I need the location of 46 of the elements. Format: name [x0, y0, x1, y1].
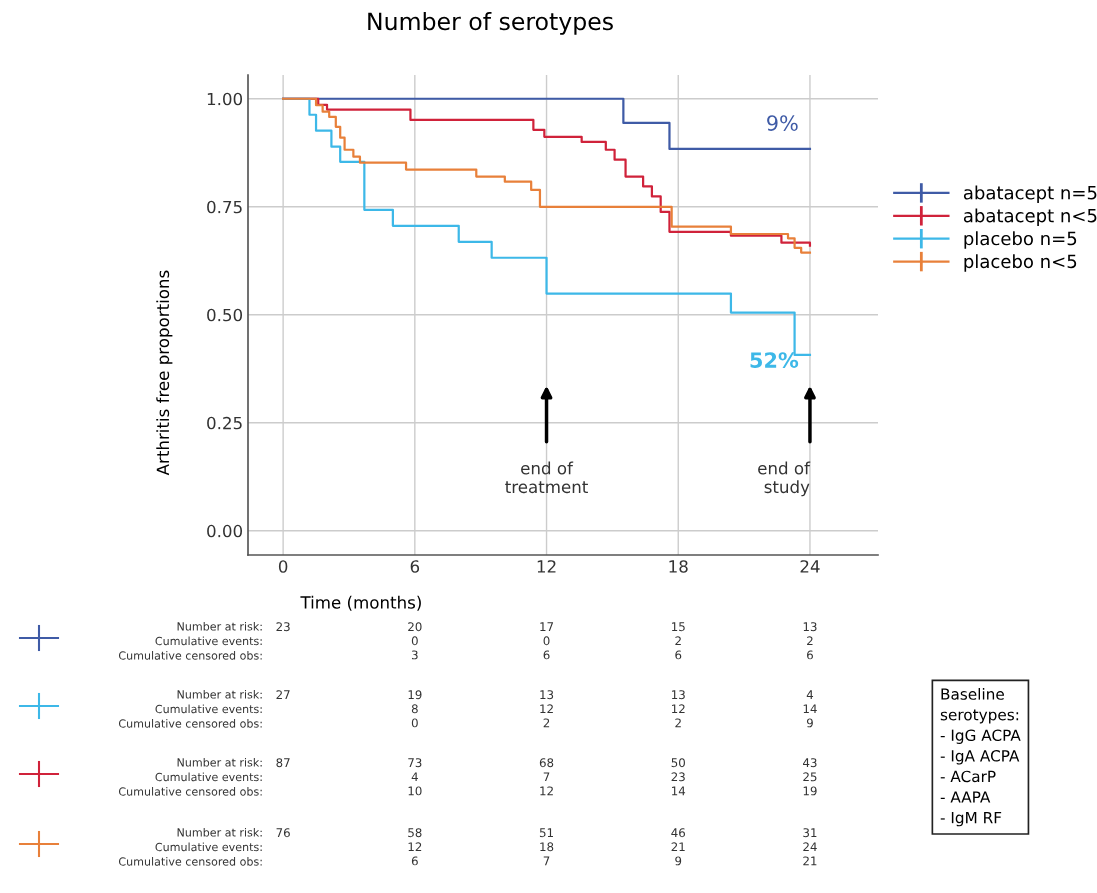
text: 31 24 21	[803, 828, 817, 866]
legend-label: placebo n<5	[964, 254, 1077, 272]
text: 13 12 2	[540, 690, 554, 728]
text: 23	[276, 622, 290, 632]
text: 17 0 6	[540, 622, 554, 660]
text: 68 7 12	[539, 758, 554, 796]
text: 19 8 0	[408, 690, 422, 728]
text: 58 12 6	[408, 828, 422, 866]
y-tick-label: 0.50	[207, 308, 243, 322]
text: 50 23 14	[671, 758, 686, 796]
text: Number at risk: Cumulative events: Cumulative censored obs:	[118, 828, 262, 866]
x-tick-label: 24	[800, 560, 820, 573]
text: 87	[276, 758, 290, 768]
y-tick-label: 0.00	[207, 524, 243, 538]
x-tick-label: 0	[278, 560, 288, 573]
text: Number at risk: Cumulative events: Cumulative censored obs:	[118, 622, 262, 660]
annotation: end of treatment	[505, 461, 588, 494]
text: 4 14 9	[803, 690, 817, 728]
text: 20 0 3	[408, 622, 422, 660]
x-tick-label: 6	[410, 560, 420, 573]
legend-label: abatacept n<5	[963, 208, 1097, 226]
y-tick-label: 0.75	[207, 200, 242, 214]
annotation: 52%	[750, 352, 799, 368]
y-tick-label: 1.00	[207, 92, 243, 106]
text: Number at risk: Cumulative events: Cumulative censored obs:	[118, 758, 262, 796]
y-tick-label: 0.25	[207, 416, 242, 430]
text: 76	[276, 828, 290, 838]
chart-title: Number of serotypes	[368, 12, 613, 35]
annotation: 9%	[767, 115, 798, 131]
x-axis-title: Time (months)	[300, 595, 421, 611]
text: 13 12 2	[672, 690, 685, 728]
text: Baseline serotypes: - IgG ACPA - IgA ACPA - ACarP - AAPA - IgM RF	[940, 688, 1021, 827]
y-axis-title: Arthritis free proportions	[156, 270, 173, 476]
text: 27	[276, 690, 290, 699]
text: Number at risk: Cumulative events: Cumulative censored obs:	[118, 690, 262, 728]
text: 13 2 6	[803, 622, 817, 660]
legend-label: abatacept n=5	[963, 185, 1097, 203]
text: 43 25 19	[803, 758, 817, 796]
x-tick-label: 18	[669, 560, 688, 573]
text: 15 2 6	[672, 622, 685, 660]
text: 73 4 10	[408, 758, 422, 796]
legend-label: placebo n=5	[964, 231, 1077, 249]
x-tick-label: 12	[537, 560, 556, 573]
text: 46 21 9	[671, 828, 686, 866]
text: 51 18 7	[539, 828, 554, 866]
annotation: end of study	[758, 461, 811, 497]
